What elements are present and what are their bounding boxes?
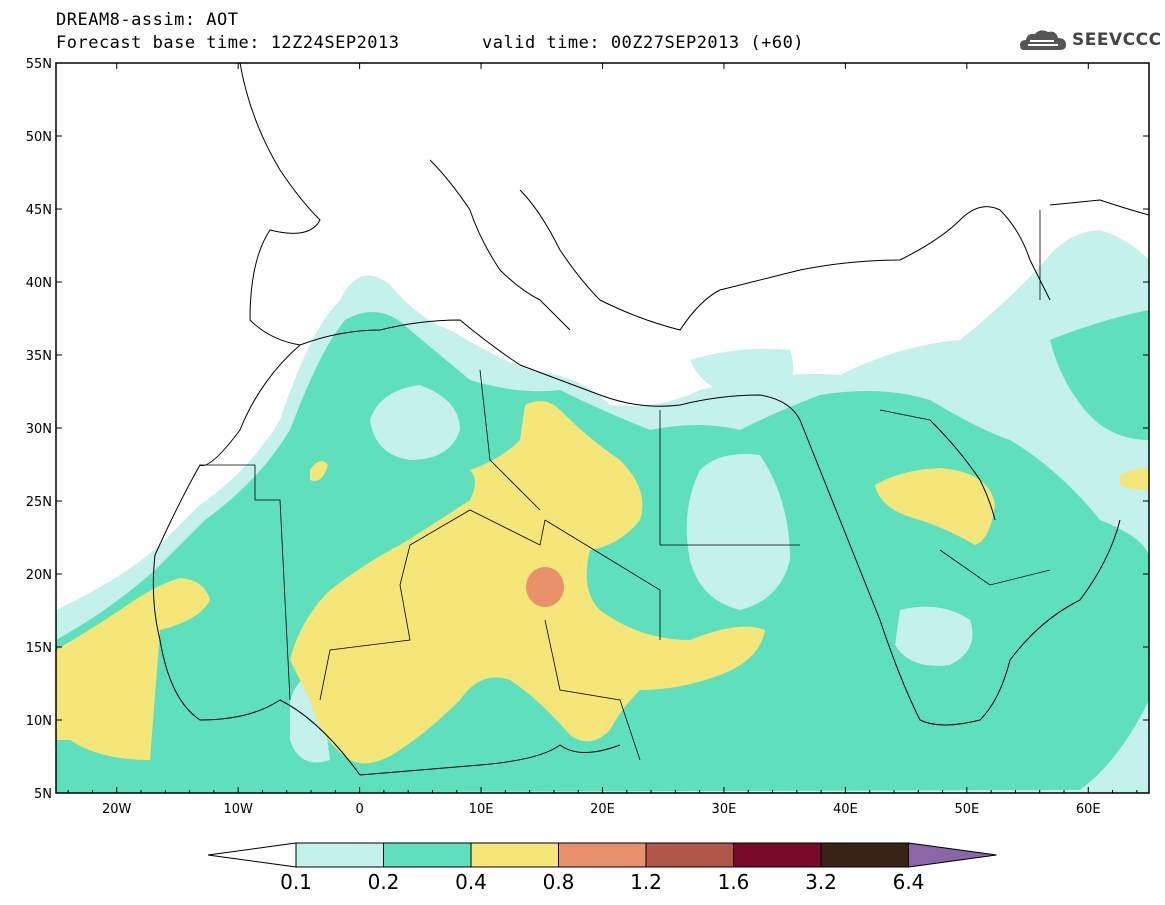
aot-region-mid	[1050, 310, 1149, 440]
map-axes: 55N 50N 45N 40N 35N 30N 25N 20N 15N 10N 5N 20W 10W 0 1…	[26, 57, 1149, 817]
lat-tick-label: 20N	[26, 568, 52, 583]
lon-tick-label: 30E	[712, 802, 737, 817]
lat-tick-label: 55N	[26, 57, 52, 72]
colorbar-swatch	[820, 842, 909, 868]
colorbar-swatch	[470, 842, 559, 868]
colorbar-swatch	[645, 842, 734, 868]
lat-tick-label: 50N	[26, 130, 52, 145]
lat-tick-label: 15N	[26, 641, 52, 656]
colorbar-level-label: 0.1	[280, 870, 312, 894]
colorbar-level-label: 1.6	[718, 870, 750, 894]
forecast-base-time: Forecast base time: 12Z24SEP2013	[56, 33, 400, 53]
lon-tick-label: 10W	[223, 802, 253, 817]
colorbar-swatch	[733, 842, 822, 868]
lon-tick-label: 0	[355, 802, 363, 817]
lat-tick-label: 40N	[26, 276, 52, 291]
colorbar-level-label: 6.4	[893, 870, 925, 894]
valid-time: valid time: 00Z27SEP2013 (+60)	[482, 33, 805, 53]
cloud-logo-icon	[1020, 30, 1066, 50]
logo-text: SEEVCCC	[1072, 30, 1162, 50]
lon-tick-label: 10E	[469, 802, 494, 817]
borders	[200, 210, 1051, 761]
aot-region-peak	[526, 567, 564, 607]
colorbar: 0.1 0.2 0.4 0.8 1.2 1.6 3.2 6.4	[207, 842, 997, 894]
lat-tick-label: 30N	[26, 422, 52, 437]
aot-region-high	[310, 461, 328, 481]
chart-title: DREAM8-assim: AOT	[56, 10, 239, 30]
aot-field	[56, 63, 1149, 793]
colorbar-level-label: 1.2	[630, 870, 662, 894]
colorbar-level-label: 0.4	[455, 870, 487, 894]
aot-region-high	[875, 468, 995, 545]
colorbar-level-label: 0.2	[368, 870, 400, 894]
lon-tick-label: 50E	[954, 802, 979, 817]
lon-tick-label: 60E	[1076, 802, 1101, 817]
aot-region-low	[1050, 230, 1149, 330]
aot-region-low	[370, 385, 460, 460]
colorbar-low-arrow	[207, 842, 297, 868]
aot-region-high	[1120, 468, 1149, 490]
colorbar-swatch	[295, 842, 384, 868]
lat-tick-label: 45N	[26, 203, 52, 218]
colorbar-level-label: 0.8	[543, 870, 575, 894]
colorbar-swatch	[383, 842, 472, 868]
aot-region-low	[690, 348, 794, 395]
coastlines	[152, 63, 1149, 776]
colorbar-swatch	[558, 842, 647, 868]
colorbar-high-arrow	[908, 842, 997, 868]
lat-tick-label: 25N	[26, 495, 52, 510]
lat-tick-label: 5N	[34, 787, 52, 802]
lat-tick-label: 35N	[26, 349, 52, 364]
lon-tick-label: 20E	[590, 802, 615, 817]
aot-region-low	[686, 454, 790, 610]
lon-tick-label: 20W	[102, 802, 132, 817]
lon-tick-label: 40E	[833, 802, 858, 817]
aot-region-low	[895, 606, 973, 666]
aot-region-high	[56, 578, 210, 760]
colorbar-level-label: 3.2	[805, 870, 837, 894]
lat-tick-label: 10N	[26, 714, 52, 729]
